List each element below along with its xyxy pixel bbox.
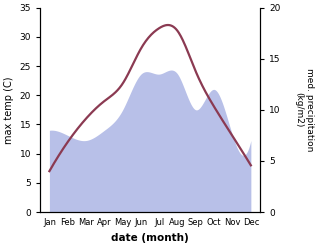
X-axis label: date (month): date (month) <box>111 233 189 243</box>
Y-axis label: med. precipitation
(kg/m2): med. precipitation (kg/m2) <box>294 68 314 152</box>
Y-axis label: max temp (C): max temp (C) <box>4 76 14 144</box>
